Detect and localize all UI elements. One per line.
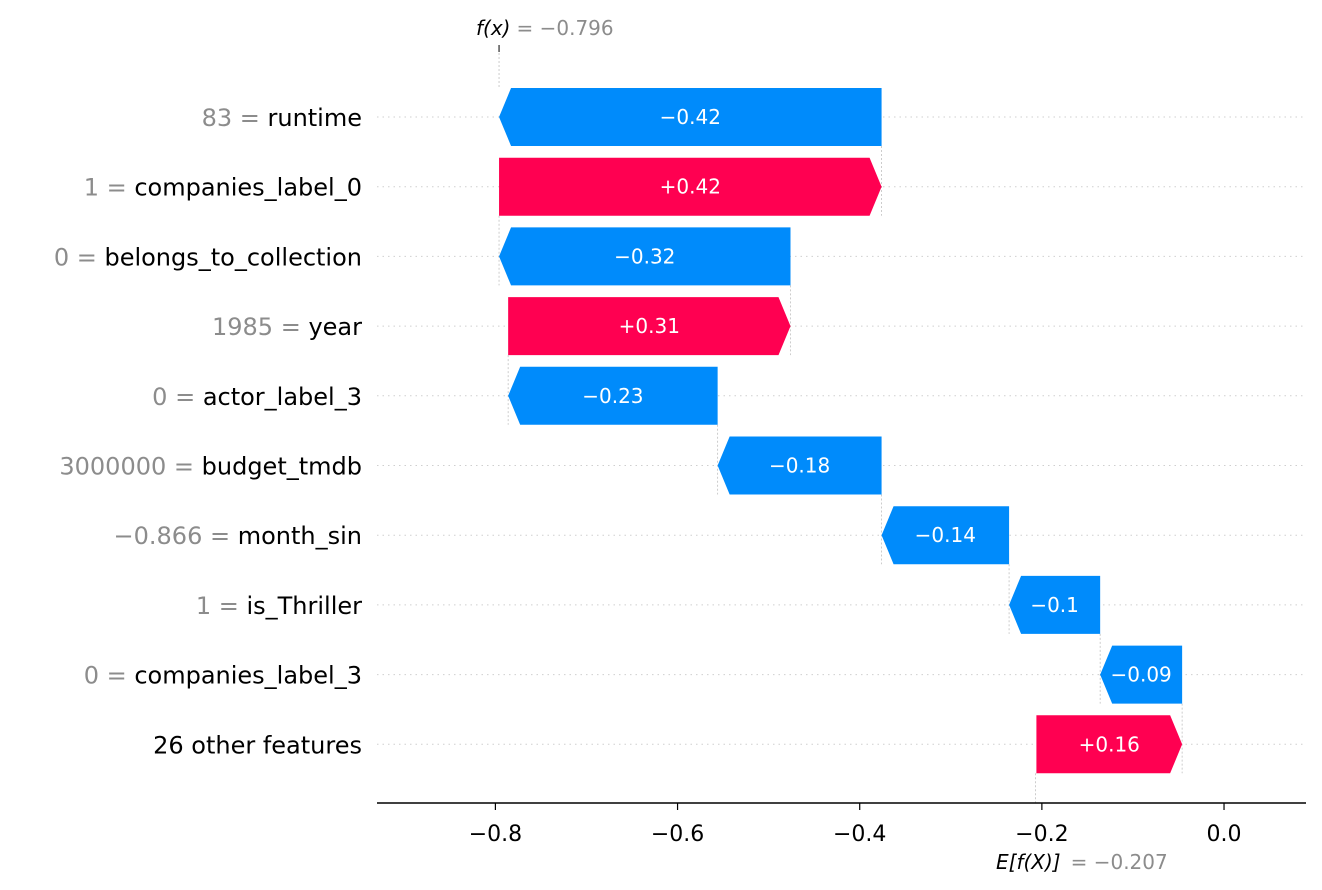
bar-value-label: +0.42 bbox=[660, 175, 721, 199]
feature-name: belongs_to_collection bbox=[104, 243, 362, 271]
feature-label: 0 = actor_label_3 bbox=[152, 383, 362, 411]
bar-budget_tmdb bbox=[717, 436, 882, 495]
bar-value-label: −0.14 bbox=[915, 523, 976, 547]
connector-lines bbox=[498, 45, 1183, 803]
x-tick-label: −0.6 bbox=[651, 822, 704, 847]
feature-label: 1985 = year bbox=[212, 313, 362, 341]
x-tick-label: −0.2 bbox=[1015, 822, 1068, 847]
feature-value: 0 = bbox=[152, 383, 203, 411]
feature-name: companies_label_3 bbox=[134, 662, 362, 690]
bar-is_Thriller bbox=[1009, 575, 1101, 634]
feature-label: −0.866 = month_sin bbox=[114, 522, 362, 550]
final-value-key: f(x) bbox=[476, 16, 510, 40]
bar-value-label: −0.18 bbox=[769, 454, 830, 478]
feature-value: 0 = bbox=[84, 662, 135, 690]
bar-value-label: −0.09 bbox=[1110, 663, 1171, 687]
feature-value: 0 = bbox=[54, 243, 105, 271]
value-annotations: f(x) = −0.796 E[f(X)] = −0.207 bbox=[476, 16, 1168, 874]
feature-name: runtime bbox=[267, 104, 362, 132]
feature-labels: 83 = runtime 1 = companies_label_0 0 = bel… bbox=[54, 104, 362, 759]
base-value-key: E[f(X)] bbox=[996, 850, 1061, 874]
final-value-annotation: f(x) = −0.796 bbox=[476, 16, 614, 40]
base-value-annotation: E[f(X)] = −0.207 bbox=[996, 850, 1168, 874]
feature-label: 0 = belongs_to_collection bbox=[54, 243, 362, 271]
feature-value: 1985 = bbox=[212, 313, 308, 341]
bar-value-label: −0.1 bbox=[1030, 593, 1079, 617]
feature-label: 1 = companies_label_0 bbox=[84, 174, 362, 202]
feature-name: year bbox=[308, 313, 362, 341]
feature-label: 1 = is_Thriller bbox=[196, 592, 362, 620]
bar-runtime bbox=[499, 88, 882, 146]
bar-value-label: +0.16 bbox=[1079, 732, 1140, 756]
bar-belongs_to_collection bbox=[499, 227, 791, 286]
bar-value-label: −0.23 bbox=[582, 384, 643, 408]
bar-actor_label_3 bbox=[508, 366, 718, 425]
feature-value: 83 = bbox=[202, 104, 268, 132]
feature-name: actor_label_3 bbox=[203, 383, 362, 411]
feature-label: 0 = companies_label_3 bbox=[84, 662, 362, 690]
x-tick-label: −0.4 bbox=[833, 822, 886, 847]
feature-value: 1 = bbox=[196, 592, 247, 620]
feature-name: budget_tmdb bbox=[202, 453, 362, 481]
x-axis: −0.8 −0.6 −0.4 −0.2 0.0 bbox=[377, 45, 1306, 847]
final-value-number: = −0.796 bbox=[516, 16, 613, 40]
feature-name: 26 other features bbox=[153, 731, 362, 759]
bar-month_sin bbox=[881, 506, 1010, 565]
bar-companies_label_3 bbox=[1100, 645, 1183, 704]
bar-26-other-features bbox=[1036, 715, 1183, 774]
feature-label: 26 other features bbox=[153, 731, 362, 759]
bar-value-label: +0.31 bbox=[619, 314, 680, 338]
feature-value: 3000000 = bbox=[59, 453, 201, 481]
feature-label: 3000000 = budget_tmdb bbox=[59, 453, 362, 481]
bar-value-label: −0.42 bbox=[660, 105, 721, 129]
base-value-number: = −0.207 bbox=[1071, 850, 1168, 874]
feature-value: 1 = bbox=[84, 174, 135, 202]
feature-name: is_Thriller bbox=[246, 592, 362, 620]
x-tick-label: −0.8 bbox=[469, 822, 522, 847]
bar-value-label: −0.32 bbox=[614, 244, 675, 268]
feature-name: companies_label_0 bbox=[134, 174, 362, 202]
feature-name: month_sin bbox=[238, 522, 362, 550]
feature-value: −0.866 = bbox=[114, 522, 238, 550]
bar-companies_label_0 bbox=[499, 157, 882, 216]
feature-label: 83 = runtime bbox=[202, 104, 362, 132]
bars-group: −0.42 +0.42 −0.32 +0.31 −0.23 −0.18 −0.14 −0.1 −… bbox=[499, 88, 1183, 774]
x-tick-label: 0.0 bbox=[1207, 822, 1242, 847]
bar-year bbox=[508, 297, 791, 356]
